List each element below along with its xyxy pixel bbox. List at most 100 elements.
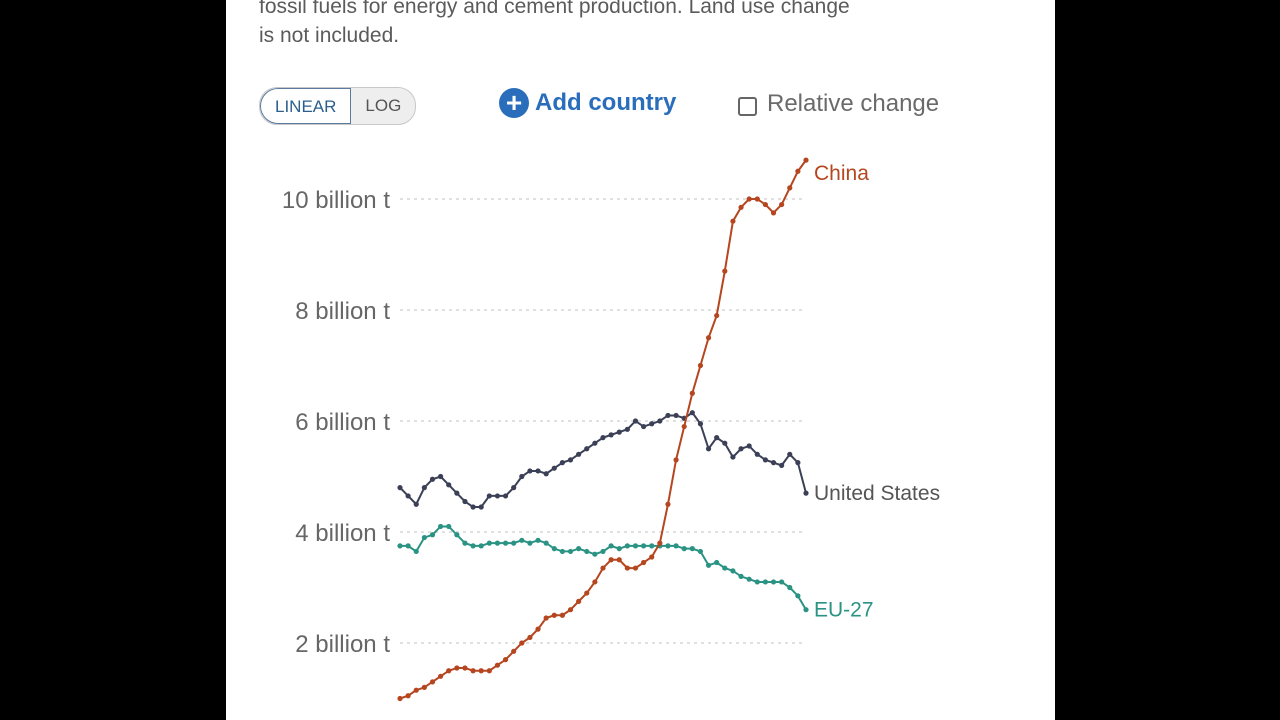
data-point bbox=[803, 157, 809, 163]
data-point bbox=[486, 540, 492, 546]
data-point bbox=[624, 565, 630, 571]
series-label: United States bbox=[814, 482, 940, 505]
data-point bbox=[600, 548, 606, 555]
data-point bbox=[551, 546, 557, 552]
data-point bbox=[559, 460, 566, 466]
data-point bbox=[665, 412, 671, 419]
data-point bbox=[413, 687, 419, 693]
data-point bbox=[787, 185, 793, 191]
add-country-button[interactable]: + Add country bbox=[499, 88, 676, 118]
data-point bbox=[746, 576, 752, 582]
data-point bbox=[738, 573, 744, 580]
data-point bbox=[705, 446, 712, 452]
data-point bbox=[438, 673, 444, 679]
data-point bbox=[511, 540, 517, 546]
data-point bbox=[478, 504, 484, 510]
data-point bbox=[405, 543, 411, 549]
data-point bbox=[795, 168, 801, 174]
checkbox-icon bbox=[738, 96, 757, 116]
data-point bbox=[527, 468, 533, 474]
data-point bbox=[397, 695, 403, 702]
data-point bbox=[787, 451, 793, 457]
data-point bbox=[543, 471, 549, 477]
data-point bbox=[600, 565, 606, 571]
data-point bbox=[462, 665, 468, 671]
data-point bbox=[592, 440, 598, 446]
data-point bbox=[494, 493, 501, 499]
data-point bbox=[673, 457, 679, 463]
data-point bbox=[405, 493, 411, 499]
data-point bbox=[397, 485, 403, 491]
data-point bbox=[454, 665, 460, 671]
data-point bbox=[649, 543, 655, 549]
data-point bbox=[527, 634, 533, 641]
y-tick-label: 10 billion t bbox=[282, 187, 390, 214]
data-point bbox=[511, 648, 517, 654]
data-point bbox=[608, 557, 614, 563]
y-tick-label: 2 billion t bbox=[295, 631, 390, 658]
data-point bbox=[535, 468, 541, 474]
scale-toggle[interactable]: LINEAR LOG bbox=[259, 87, 417, 125]
data-point bbox=[576, 546, 582, 552]
data-point bbox=[454, 490, 460, 496]
data-point bbox=[681, 423, 687, 430]
data-point bbox=[397, 543, 403, 549]
data-point bbox=[616, 429, 622, 435]
data-point bbox=[624, 426, 630, 432]
add-country-label: Add country bbox=[535, 89, 677, 116]
data-point bbox=[722, 440, 728, 446]
relative-change-checkbox[interactable]: Relative change bbox=[738, 90, 939, 118]
data-point bbox=[762, 579, 769, 585]
data-point bbox=[803, 607, 809, 613]
data-point bbox=[405, 693, 411, 699]
data-point bbox=[486, 493, 492, 499]
linear-scale-button[interactable]: LINEAR bbox=[260, 88, 352, 124]
data-point bbox=[689, 546, 695, 552]
data-point bbox=[770, 579, 777, 585]
y-tick-label: 4 billion t bbox=[295, 520, 390, 547]
data-point bbox=[584, 590, 590, 596]
data-point bbox=[762, 457, 769, 463]
data-point bbox=[494, 540, 501, 546]
data-point bbox=[722, 565, 728, 571]
data-point bbox=[746, 196, 752, 202]
data-point bbox=[600, 435, 606, 441]
data-point bbox=[421, 485, 427, 491]
data-point bbox=[543, 615, 549, 621]
data-point bbox=[470, 543, 476, 549]
data-point bbox=[657, 540, 663, 546]
data-point bbox=[746, 443, 752, 449]
data-point bbox=[705, 335, 712, 341]
data-point bbox=[730, 454, 736, 460]
data-point bbox=[665, 543, 671, 549]
data-point bbox=[511, 485, 517, 491]
data-point bbox=[429, 532, 436, 538]
data-point bbox=[438, 473, 444, 480]
series-label: China bbox=[814, 162, 869, 185]
data-point bbox=[470, 504, 476, 510]
data-point bbox=[535, 537, 541, 543]
series-line-united-states bbox=[399, 411, 807, 509]
data-point bbox=[608, 432, 614, 438]
data-point bbox=[770, 210, 777, 216]
data-point bbox=[470, 668, 476, 674]
data-point bbox=[649, 421, 655, 427]
data-point bbox=[632, 565, 639, 571]
data-point bbox=[632, 543, 639, 549]
data-point bbox=[649, 554, 655, 560]
data-point bbox=[673, 543, 679, 549]
data-point bbox=[770, 460, 777, 466]
y-tick-label: 8 billion t bbox=[295, 298, 390, 325]
data-point bbox=[413, 548, 419, 555]
data-point bbox=[714, 435, 720, 441]
data-point bbox=[486, 668, 492, 674]
data-point bbox=[624, 543, 630, 549]
log-scale-button[interactable]: LOG bbox=[365, 96, 402, 115]
data-point bbox=[665, 501, 671, 507]
data-point bbox=[421, 684, 427, 691]
data-point bbox=[697, 362, 704, 369]
data-point bbox=[787, 584, 793, 591]
chart-card: fossil fuels for energy and cement produ… bbox=[226, 0, 1055, 720]
data-point bbox=[803, 490, 809, 496]
